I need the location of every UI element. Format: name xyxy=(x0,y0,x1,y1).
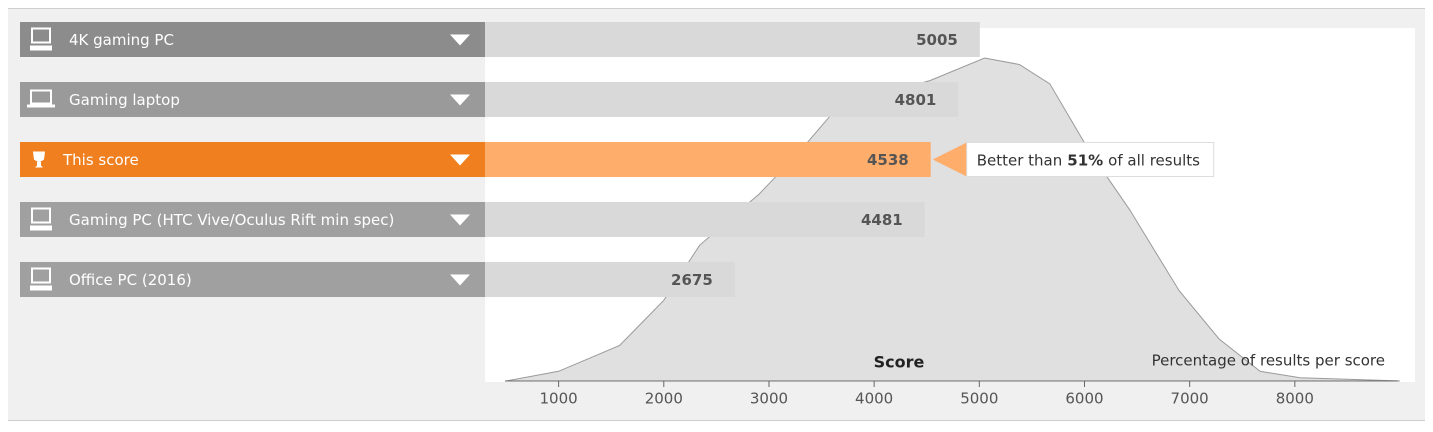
bar-value-label: 4481 xyxy=(861,211,903,229)
icon xyxy=(31,267,51,284)
distribution-area xyxy=(506,58,1400,381)
category-label: Gaming PC (HTC Vive/Oculus Rift min spec… xyxy=(69,211,394,229)
bar-value-label: 4801 xyxy=(895,91,937,109)
callout-pointer xyxy=(932,142,967,177)
dropdown-arrow[interactable] xyxy=(450,94,470,106)
category-selector[interactable] xyxy=(20,142,485,177)
callout-box xyxy=(966,142,1215,177)
x-tick-label: 5000 xyxy=(960,390,998,408)
y-axis-title: Percentage of results per score xyxy=(1152,352,1385,370)
icon xyxy=(30,285,52,291)
callout-part: 51% xyxy=(1067,151,1103,169)
x-axis-title: Score xyxy=(874,353,925,372)
category-selector[interactable] xyxy=(20,82,485,117)
icon xyxy=(30,225,52,231)
x-tick-label: 2000 xyxy=(645,390,683,408)
x-tick-label: 1000 xyxy=(540,390,578,408)
icon xyxy=(30,89,52,105)
dropdown-arrow[interactable] xyxy=(450,274,470,286)
dropdown-arrow[interactable] xyxy=(450,214,470,226)
icon xyxy=(30,45,52,51)
x-tick-label: 6000 xyxy=(1065,390,1103,408)
score-bar xyxy=(485,142,931,177)
category-label: Gaming laptop xyxy=(69,91,180,109)
dropdown-arrow[interactable] xyxy=(450,34,470,46)
bar-value-label: 2675 xyxy=(671,271,713,289)
category-label: This score xyxy=(62,151,139,169)
x-tick-label: 4000 xyxy=(855,390,893,408)
category-selector[interactable] xyxy=(20,202,485,237)
icon xyxy=(27,104,55,108)
callout-part: Better than xyxy=(977,151,1063,169)
callout-part: of all results xyxy=(1108,151,1200,169)
bar-value-label: 5005 xyxy=(916,31,958,49)
x-tick-label: 8000 xyxy=(1276,390,1314,408)
score-bar xyxy=(485,262,735,297)
category-selector[interactable] xyxy=(20,262,485,297)
dropdown-arrow[interactable] xyxy=(450,154,470,166)
bars-layer: 5005 4K gaming PC 4801 Gaming laptop 4538 Thi… xyxy=(20,22,980,297)
icon xyxy=(31,207,51,224)
callout-text: Better than 51% of all results xyxy=(977,151,1200,169)
x-tick-label: 3000 xyxy=(750,390,788,408)
icon xyxy=(31,27,51,44)
score-bar xyxy=(485,82,959,117)
x-tick-label: 7000 xyxy=(1171,390,1209,408)
icon xyxy=(33,151,45,168)
score-bar xyxy=(485,22,980,57)
category-label: 4K gaming PC xyxy=(69,31,174,49)
category-label: Office PC (2016) xyxy=(69,271,192,289)
category-selector[interactable] xyxy=(20,22,485,57)
score-bar xyxy=(485,202,925,237)
bar-value-label: 4538 xyxy=(867,151,909,169)
